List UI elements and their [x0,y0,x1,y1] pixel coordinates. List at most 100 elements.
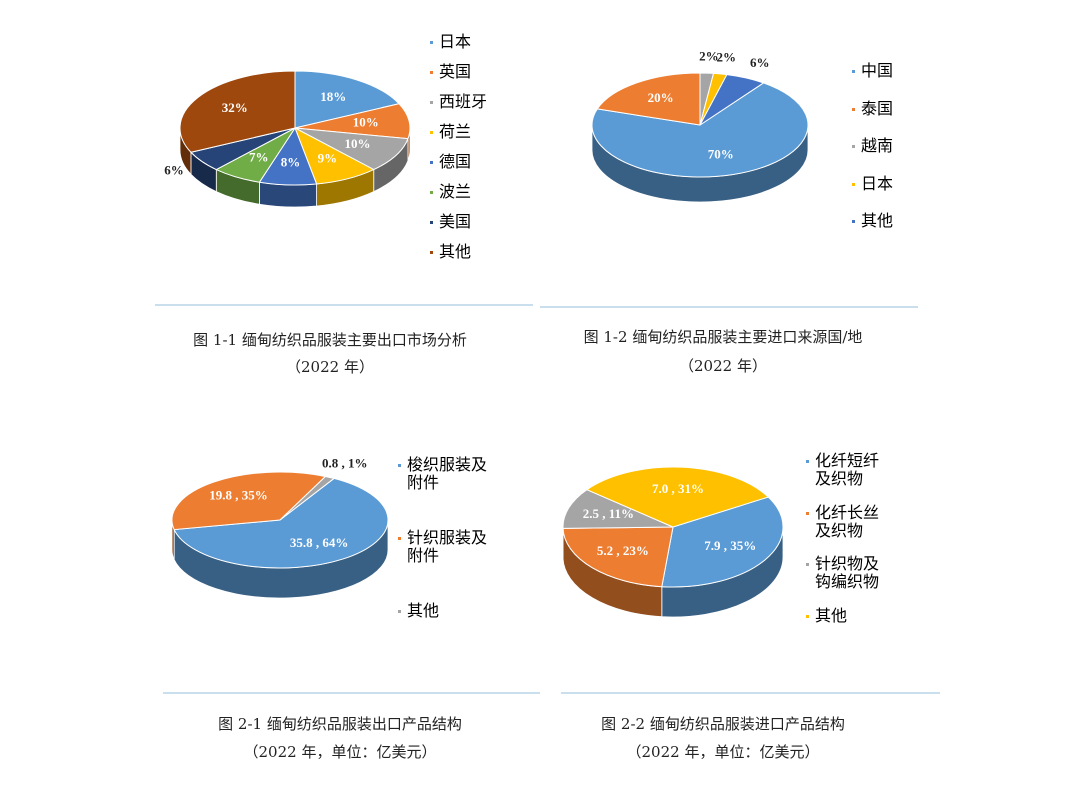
legend-item: 日本 [430,33,510,51]
data-label: 32% [222,100,248,115]
slice [661,496,784,588]
slice [294,103,411,140]
legend-marker [806,460,809,463]
legend-item: 其他 [430,243,510,261]
legend-label: 化纤长丝及织物 [815,502,880,540]
legend-marker [430,131,433,134]
legend-item: 波兰 [430,183,510,201]
caption-note: （2022 年，单位：亿美元） [244,743,437,761]
data-label: 10% [353,115,379,130]
legend-item: 泰国 [852,98,912,118]
legend-label: 泰国 [861,98,894,118]
pie-labels: 7.9 , 35% 5.2 , 23% 2.5 , 11% 7.0 , 31% [583,481,757,558]
pie-chart: 18% 10% 10% 9% 8% 7% 6% 32% [164,70,411,208]
legend-marker [430,191,433,194]
data-label: 8% [281,154,301,169]
pie-labels: 70% 20% 2%2% 6% [648,49,770,162]
data-label: 9% [318,150,338,165]
legend-label: 梭织服装及附件 [407,455,488,492]
pie-labels: 35.8 , 64% 19.8 , 35% 0.8 , 1% [209,456,367,551]
slice-side [259,181,317,208]
data-label: 6% [164,163,184,178]
legend-item: 美国 [430,213,510,231]
slice [562,489,674,529]
pie-tops [171,471,389,569]
legend-item: 德国 [430,153,510,171]
legend-marker [430,71,433,74]
legend-label: 美国 [439,212,472,231]
data-label: 35.8 , 64% [290,535,349,550]
data-label: 20% [648,90,674,105]
pie-chart: 7.9 , 35% 5.2 , 23% 2.5 , 11% 7.0 , 31% [562,466,784,618]
slice [279,475,336,521]
legend-label: 日本 [439,32,472,51]
legend-marker [852,70,855,73]
pie-chart: 35.8 , 64% 19.8 , 35% 0.8 , 1% [171,456,389,599]
legend-label: 波兰 [439,182,472,201]
data-label: 0.8 , 1% [322,456,368,471]
legend-label: 中国 [861,61,894,80]
pie-labels: 18% 10% 10% 9% 8% 7% 6% 32% [164,89,378,177]
legend-marker [398,610,401,613]
legend-label: 英国 [439,62,472,81]
legend-item: 日本 [852,173,912,193]
slice [171,471,327,531]
legend-marker [398,464,401,467]
legend-item: 其他 [398,602,496,620]
legend-marker [806,511,809,515]
legend-marker [430,251,433,254]
caption: 图 1-2 缅甸纺织品服装主要进口来源国/地 [584,328,863,346]
legend-marker [852,107,855,111]
legend-label: 其他 [407,601,440,620]
legend-label: 越南 [861,136,894,155]
slice [591,82,809,178]
data-label: 6% [750,55,770,70]
pie-tops [591,72,809,178]
pie-chart: 70% 20% 2%2% 6% [591,49,809,203]
data-label: 19.8 , 35% [209,488,268,503]
legend-label: 荷兰 [439,122,472,141]
caption-note: （2022 年） [286,358,374,376]
legend-item: 其他 [806,606,891,625]
legend-item: 西班牙 [430,93,510,111]
legend-label: 针织服装及附件 [407,528,488,565]
legend-marker [806,563,809,566]
legend-item: 中国 [852,62,912,80]
slice [596,72,701,126]
slice [699,74,765,126]
legend-label: 其他 [861,211,894,230]
caption: 图 2-1 缅甸纺织品服装出口产品结构 [218,715,462,733]
slice [179,70,296,153]
data-label: 70% [708,147,734,162]
caption: 图 2-2 缅甸纺织品服装进口产品结构 [601,715,845,733]
data-label: 7.9 , 35% [704,538,756,553]
legend-item: 针织物及钩编织物 [806,555,891,591]
pie-tops [179,70,411,186]
legend-item: 英国 [430,63,510,81]
slice [294,70,401,129]
legend-label: 德国 [439,152,472,171]
caption: 图 1-1 缅甸纺织品服装主要出口市场分析 [193,331,467,349]
data-label: 5.2 , 23% [597,543,649,558]
legend-item: 化纤长丝及织物 [806,502,891,540]
data-label: 2% [699,49,719,64]
slice [294,127,409,171]
data-label: 18% [320,89,346,104]
slice [585,466,770,528]
legend-marker [430,221,433,224]
slice [562,526,674,588]
legend-label: 针织物及钩编织物 [815,554,880,591]
legend-label: 日本 [861,173,894,193]
data-label: 7.0 , 31% [652,481,704,496]
legend-marker [852,220,855,223]
legend-label: 其他 [439,242,472,261]
legend-item: 梭织服装及附件 [398,456,496,492]
data-label: 10% [344,136,370,151]
legend-item: 针织服装及附件 [398,529,496,565]
legend-item: 其他 [852,212,912,230]
legend-marker [852,145,855,148]
legend-label: 西班牙 [439,92,488,111]
data-label: 2.5 , 11% [583,506,634,521]
